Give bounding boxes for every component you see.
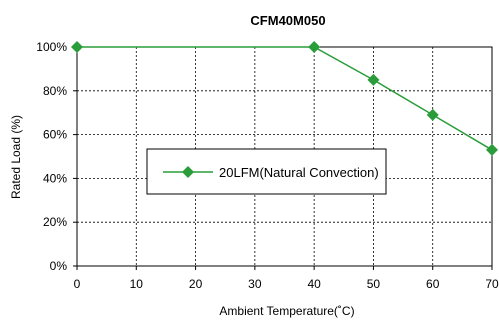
legend-label: 20LFM(Natural Convection): [219, 165, 379, 180]
y-tick-label: 40%: [43, 171, 67, 185]
y-tick-label: 100%: [36, 40, 67, 54]
x-tick-label: 0: [74, 277, 81, 291]
x-tick-label: 50: [367, 277, 381, 291]
chart-title: CFM40M050: [250, 13, 325, 28]
y-tick-label: 0%: [50, 259, 68, 273]
data-point: [71, 41, 83, 53]
x-tick-label: 70: [485, 277, 499, 291]
series-group: [71, 41, 498, 156]
x-axis-ticks: 0 10 20 30 40 50 60 70: [74, 266, 499, 291]
legend-marker: [182, 166, 194, 178]
x-tick-label: 30: [248, 277, 262, 291]
y-tick-label: 80%: [43, 84, 67, 98]
x-tick-label: 20: [189, 277, 203, 291]
x-axis-label: Ambient Temperature(˚C): [219, 304, 354, 318]
data-point: [486, 143, 498, 156]
x-tick-label: 40: [307, 277, 321, 291]
data-point: [308, 41, 321, 53]
y-tick-label: 60%: [43, 128, 67, 142]
y-axis-ticks: 0% 20% 40% 60% 80% 100%: [36, 40, 77, 273]
y-axis-label: Rated Load (%): [9, 115, 23, 199]
data-point: [367, 73, 380, 86]
y-tick-label: 20%: [43, 215, 67, 229]
x-tick-label: 60: [426, 277, 440, 291]
legend: 20LFM(Natural Convection): [146, 148, 387, 195]
data-point: [426, 108, 439, 121]
x-tick-label: 10: [130, 277, 144, 291]
